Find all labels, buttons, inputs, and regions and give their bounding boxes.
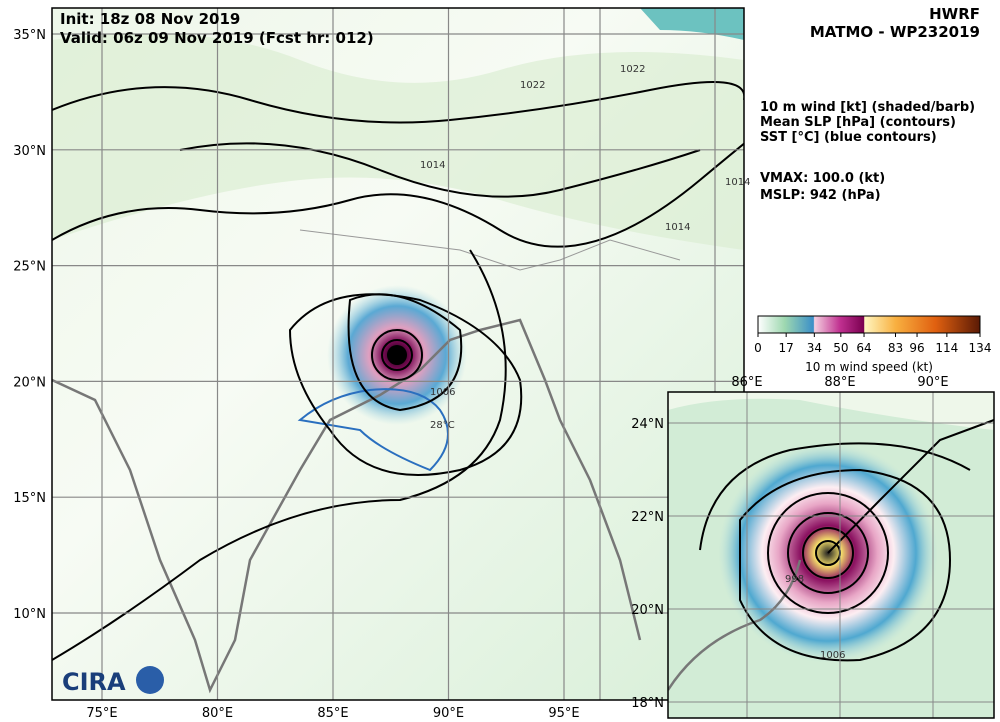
contour-label: 1014 <box>665 222 690 233</box>
main-map <box>52 8 744 700</box>
lon-label: 80°E <box>202 706 233 721</box>
border <box>299 229 681 271</box>
contour-label: 28°C <box>430 420 455 431</box>
inset-lon-label: 88°E <box>824 375 855 390</box>
lat-label: 30°N <box>13 144 46 159</box>
inset-coastline <box>668 559 802 691</box>
contour-label: 1014 <box>725 177 750 188</box>
colorbar-tick-label: 96 <box>909 341 924 355</box>
inset-lat-label: 24°N <box>631 417 664 432</box>
coastline <box>52 318 642 694</box>
lon-label: 75°E <box>86 706 117 721</box>
storm-name: MATMO - WP232019 <box>810 23 980 41</box>
lat-label: 35°N <box>13 28 46 43</box>
vmax: VMAX: 100.0 (kt) <box>760 171 885 186</box>
lon-label: 95°E <box>548 706 579 721</box>
slp-contours <box>52 81 744 661</box>
inset-lat-label: 18°N <box>631 696 664 711</box>
inset-lat-label: 20°N <box>631 603 664 618</box>
colorbar-ticks: 0 17 34 50 64 83 96 114 134 <box>754 333 991 355</box>
logo-icon <box>136 666 164 694</box>
model: HWRF <box>929 5 980 23</box>
colorbar-tick-label: 50 <box>833 341 848 355</box>
storm-center <box>387 345 407 365</box>
contour-label: 1006 <box>820 650 845 661</box>
wind-shading <box>640 8 744 40</box>
mslp: MSLP: 942 (hPa) <box>760 188 881 203</box>
legend-line: Mean SLP [hPa] (contours) <box>760 115 956 130</box>
inset-grid <box>668 392 994 718</box>
contour-labels: 1022 1022 1014 1014 1014 1006 28°C 1006 998 <box>420 64 845 661</box>
contour-label: 1014 <box>420 160 445 171</box>
contour-label: 1006 <box>430 387 455 398</box>
valid-time: Valid: 06z 09 Nov 2019 (Fcst hr: 012) <box>60 29 374 47</box>
colorbar-tick-label: 134 <box>969 341 992 355</box>
colorbar-label: 10 m wind speed (kt) <box>805 360 933 374</box>
lon-label: 85°E <box>317 706 348 721</box>
legend-line: 10 m wind [kt] (shaded/barb) <box>760 100 975 115</box>
inset-map <box>668 392 994 718</box>
lat-label: 25°N <box>13 260 46 275</box>
main-map-frame <box>51 7 745 701</box>
inset-lon-label: 90°E <box>917 375 948 390</box>
sst-contour <box>297 388 449 472</box>
contour-label: 1022 <box>520 80 545 91</box>
inset-slp-contours <box>699 419 994 662</box>
contour-label: 1022 <box>620 64 645 75</box>
lat-label: 20°N <box>13 375 46 390</box>
inset-land <box>668 392 994 430</box>
logo: CIRA <box>62 668 126 696</box>
colorbar-tick-label: 34 <box>807 341 822 355</box>
colorbar-tick-label: 17 <box>779 341 794 355</box>
contour-label: 998 <box>785 574 804 585</box>
init-time: Init: 18z 08 Nov 2019 <box>60 10 240 28</box>
inset-frame <box>667 391 995 719</box>
inset-lat-label: 22°N <box>631 510 664 525</box>
legend-line: SST [°C] (blue contours) <box>760 130 937 145</box>
colorbar-tick-label: 64 <box>856 341 871 355</box>
colorbar-tick-label: 0 <box>754 341 762 355</box>
colorbar-tick-label: 83 <box>888 341 903 355</box>
colorbar-tick-label: 114 <box>935 341 958 355</box>
colorbar <box>757 315 981 334</box>
lat-label: 15°N <box>13 491 46 506</box>
axis-labels: 35°N 30°N 25°N 20°N 15°N 10°N 75°E 80°E 85°E 90°E… <box>13 28 948 721</box>
plateau-shading <box>52 33 744 251</box>
grid <box>52 8 744 700</box>
lon-label: 90°E <box>433 706 464 721</box>
lat-label: 10°N <box>13 607 46 622</box>
inset-lon-label: 86°E <box>731 375 762 390</box>
